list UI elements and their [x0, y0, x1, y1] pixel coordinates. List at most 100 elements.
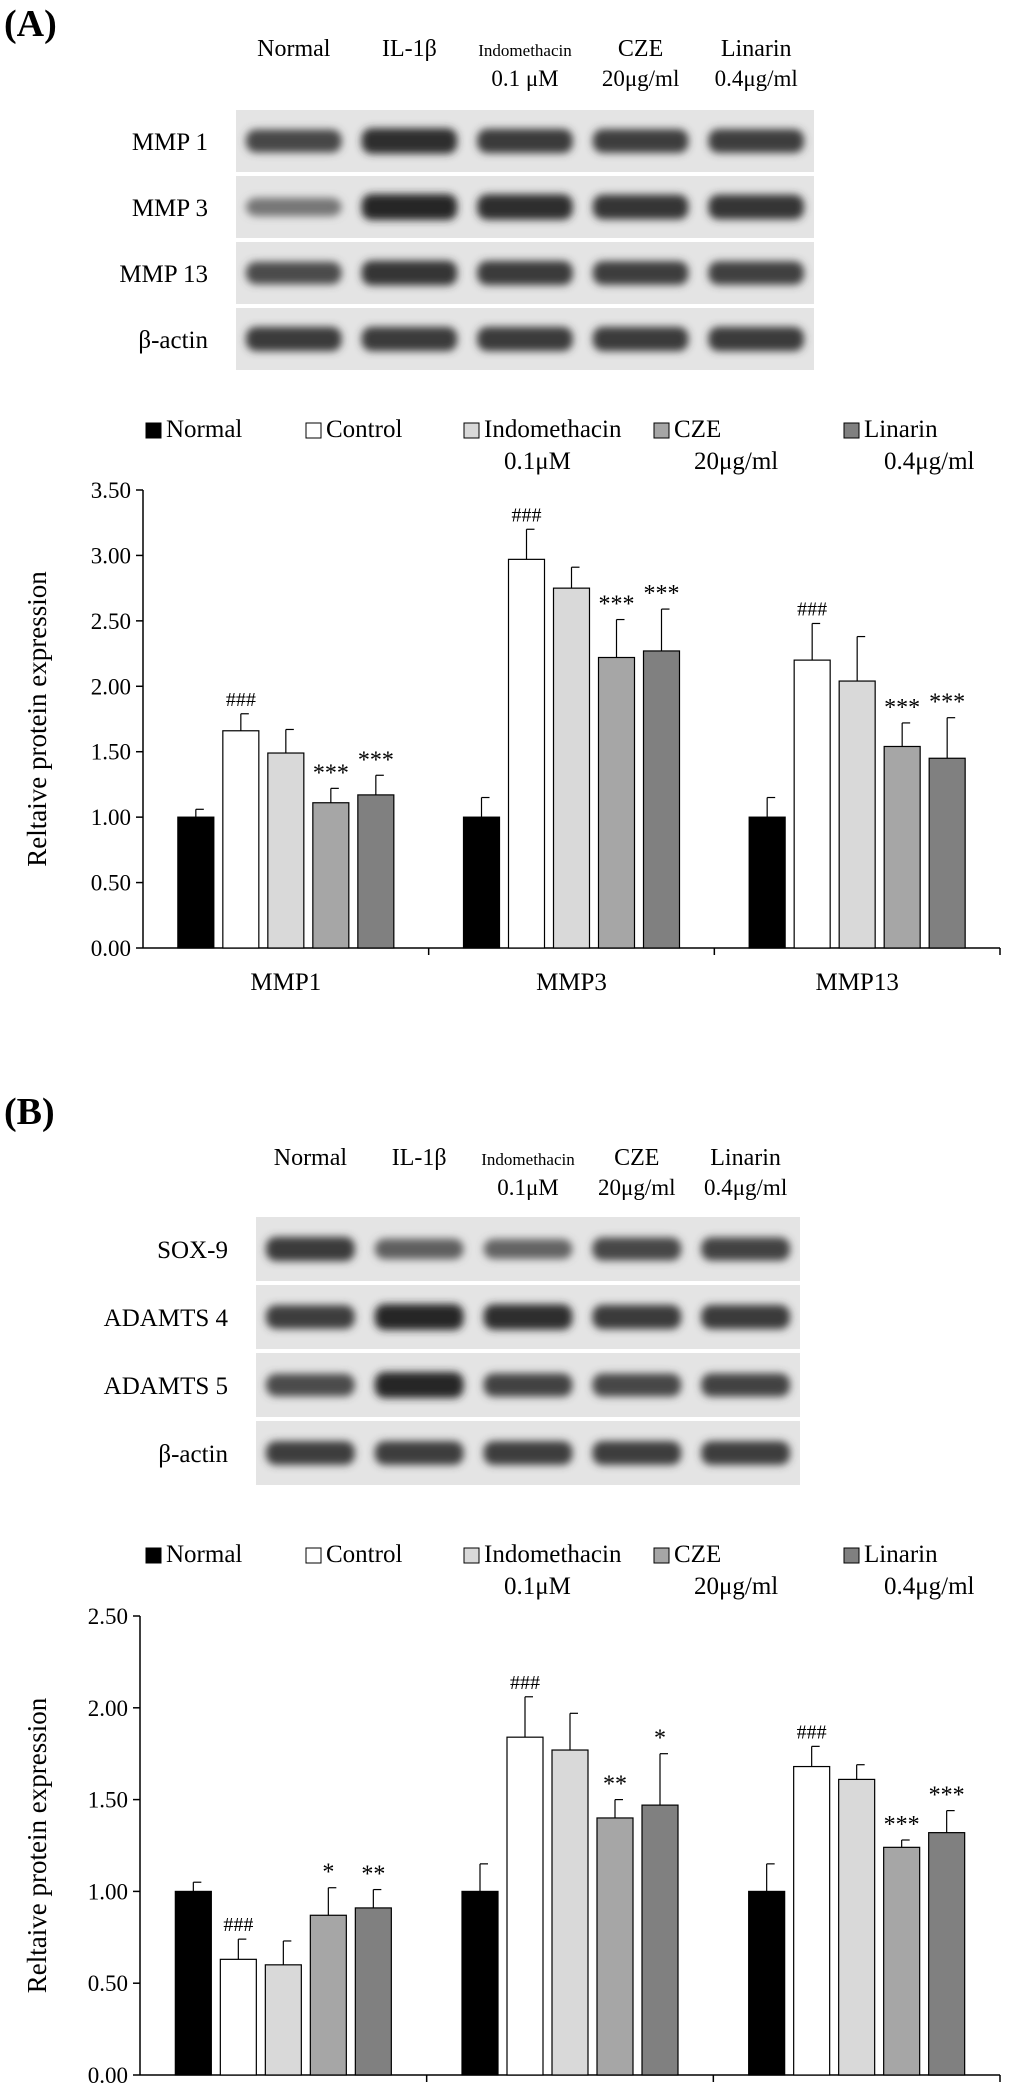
blot-lane-sublabel: 0.4μg/ml — [715, 66, 798, 91]
blot-band — [477, 260, 573, 286]
blot-row-label: ADAMTS 5 — [104, 1373, 228, 1400]
blot-lane-label: CZE — [618, 36, 663, 62]
blot-lane-label: Normal — [257, 36, 331, 62]
y-tick-label: 3.00 — [91, 543, 131, 568]
legend-label: Linarin — [864, 416, 938, 443]
blot-band — [592, 194, 689, 220]
blot-band — [592, 129, 689, 153]
blot-lane-label: Linarin — [721, 36, 792, 62]
blot-row-label: SOX-9 — [157, 1237, 228, 1264]
bar — [883, 1846, 921, 2076]
blot-band — [361, 128, 458, 154]
blot-band — [701, 1237, 790, 1261]
significance-mark: ### — [512, 504, 542, 526]
bar — [748, 1890, 786, 2076]
significance-mark: *** — [929, 690, 965, 716]
blot-band — [708, 326, 804, 352]
blot-band — [708, 129, 804, 153]
y-tick-label: 1.00 — [91, 805, 131, 830]
x-tick-label: MMP13 — [815, 969, 898, 996]
y-tick-label: 0.50 — [88, 1971, 128, 1996]
blot-band — [374, 1372, 464, 1398]
panel-label: (B) — [4, 1091, 55, 1133]
bar — [838, 1778, 876, 2076]
blot-band — [246, 197, 342, 217]
blot-row-label: ADAMTS 4 — [104, 1305, 229, 1332]
bar — [793, 659, 831, 949]
panel-label: (A) — [4, 3, 57, 45]
significance-mark: *** — [884, 695, 920, 721]
legend-sublabel: 0.1μM — [504, 448, 571, 475]
bar — [222, 730, 260, 949]
legend-swatch — [843, 422, 860, 439]
blot-band — [708, 194, 804, 220]
blot-band — [701, 1441, 790, 1465]
significance-mark: *** — [599, 592, 635, 618]
bar-chart: Normal Control Indomethacin 0.1μM CZE 20μg/ml… — [22, 1541, 1001, 2088]
blot-band — [708, 261, 804, 285]
blot-lane-label: CZE — [614, 1145, 659, 1171]
y-tick-label: 2.50 — [91, 609, 131, 634]
blot-row-label: MMP 1 — [132, 129, 208, 156]
blot-band — [246, 261, 342, 285]
y-tick-label: 1.50 — [88, 1788, 128, 1813]
bar — [267, 752, 305, 949]
blot-band — [483, 1239, 573, 1259]
legend-label: Control — [326, 416, 402, 443]
bar — [928, 757, 966, 949]
y-tick-label: 0.50 — [91, 871, 131, 896]
significance-mark: *** — [884, 1812, 920, 1838]
blot-band — [266, 1236, 355, 1262]
y-tick-label: 2.50 — [88, 1604, 128, 1629]
significance-mark: ### — [797, 1721, 827, 1743]
blot-band — [266, 1373, 355, 1397]
blot-band — [592, 326, 689, 352]
bar-chart: Normal Control Indomethacin 0.1μM CZE 20μg/ml… — [22, 416, 1001, 996]
bar — [354, 1907, 392, 2076]
legend-swatch — [145, 422, 162, 439]
significance-mark: *** — [929, 1783, 965, 1809]
x-tick-label: MMP3 — [536, 969, 607, 996]
blot-row-label: MMP 13 — [119, 261, 208, 288]
blot-lane-label: Indomethacin — [481, 1150, 575, 1169]
blot-band — [592, 1441, 682, 1465]
y-axis-label: Reltaive protein expression — [22, 571, 52, 867]
legend-swatch — [463, 422, 480, 439]
bar — [748, 816, 786, 949]
bar — [507, 558, 546, 949]
y-tick-label: 0.00 — [91, 936, 131, 961]
bar — [928, 1832, 966, 2076]
blot-band — [361, 326, 458, 352]
legend-label: Normal — [166, 416, 242, 443]
blot-band — [477, 194, 573, 220]
y-tick-label: 2.00 — [88, 1696, 128, 1721]
y-axis-label: Reltaive protein expression — [22, 1697, 52, 1993]
bar — [551, 1749, 589, 2076]
blot-band — [361, 260, 458, 286]
legend-label: Indomethacin — [484, 416, 622, 443]
legend-sublabel: 20μg/ml — [694, 448, 778, 475]
bar — [793, 1765, 831, 2076]
bar — [462, 816, 501, 949]
legend-label: Normal — [166, 1541, 242, 1568]
blot-band — [483, 1373, 573, 1397]
bar — [461, 1890, 499, 2076]
legend-swatch — [305, 422, 322, 439]
blot-band — [477, 326, 573, 352]
blot-band — [246, 326, 342, 352]
bar — [552, 587, 591, 949]
blot-band — [246, 129, 342, 153]
x-tick-label: MMP1 — [250, 969, 321, 996]
legend-swatch — [463, 1547, 480, 1564]
blot-lane-sublabel: 20μg/ml — [602, 66, 680, 91]
bar — [838, 680, 876, 949]
legend-swatch — [653, 1547, 670, 1564]
y-tick-label: 3.50 — [91, 478, 131, 503]
blot-band — [592, 1304, 682, 1330]
bar — [177, 816, 215, 949]
legend-sublabel: 20μg/ml — [694, 1573, 778, 1600]
blot-lane-label: IL-1β — [392, 1145, 447, 1171]
blot-band — [266, 1305, 355, 1329]
bar — [309, 1914, 347, 2076]
bar — [596, 1817, 634, 2076]
